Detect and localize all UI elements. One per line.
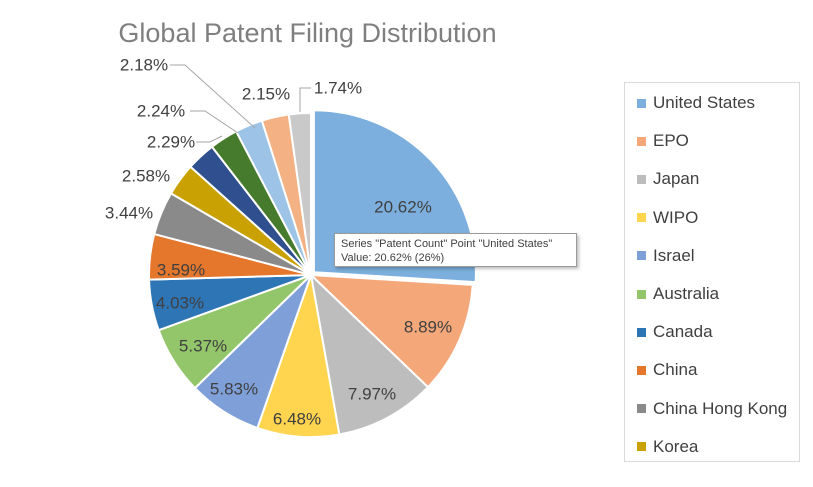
- tooltip-series-line: Series "Patent Count" Point "United Stat…: [341, 238, 553, 250]
- pie-slice-item-14[interactable]: [287, 111, 312, 276]
- data-label: 4.03%: [156, 294, 204, 313]
- legend-swatch: [637, 136, 646, 146]
- data-label: 20.62%: [374, 198, 432, 217]
- legend-label: EPO: [653, 131, 689, 151]
- legend-label: WIPO: [653, 207, 699, 227]
- legend-label: Israel: [653, 245, 695, 265]
- legend-label: Korea: [653, 436, 699, 456]
- leader-line: [190, 110, 239, 134]
- legend-item[interactable]: China Hong Kong: [637, 398, 787, 420]
- legend-label: United States: [653, 93, 756, 112]
- data-label: 1.74%: [314, 79, 362, 98]
- legend-swatch: [637, 251, 646, 261]
- data-label: 7.97%: [348, 385, 396, 404]
- legend-label: China: [653, 360, 698, 380]
- legend-swatch: [637, 289, 646, 299]
- data-label: 2.15%: [242, 85, 290, 104]
- tooltip-value-line: Value: 20.62% (26%): [341, 252, 445, 264]
- data-label: 2.29%: [147, 133, 195, 152]
- legend-item[interactable]: Australia: [637, 283, 719, 305]
- legend-item[interactable]: United States: [637, 92, 755, 114]
- legend-swatch: [637, 442, 646, 452]
- legend-swatch: [637, 174, 646, 184]
- data-point-tooltip: Series "Patent Count" Point "United Stat…: [334, 233, 577, 267]
- legend-swatch: [637, 404, 646, 414]
- data-label: 6.48%: [273, 410, 321, 429]
- legend-label: China Hong Kong: [653, 398, 788, 418]
- legend-item[interactable]: Japan: [637, 168, 699, 190]
- data-label: 3.59%: [157, 261, 205, 280]
- leader-line: [299, 87, 311, 112]
- chart-title: Global Patent Filing Distribution: [118, 18, 497, 48]
- data-label: 5.37%: [179, 337, 227, 356]
- legend-swatch: [637, 213, 646, 223]
- data-label: 2.24%: [137, 102, 185, 121]
- leader-line: [170, 64, 256, 129]
- data-label: 8.89%: [404, 318, 452, 337]
- legend-item[interactable]: EPO: [637, 130, 689, 152]
- legend-item[interactable]: WIPO: [637, 207, 698, 229]
- legend-label: Australia: [653, 284, 720, 303]
- legend-item[interactable]: Israel: [637, 245, 695, 267]
- legend-swatch: [637, 98, 646, 108]
- legend-swatch: [637, 365, 646, 375]
- data-label: 3.44%: [105, 204, 153, 223]
- legend-label: Japan: [653, 169, 700, 189]
- legend-item[interactable]: Korea: [637, 436, 698, 458]
- legend-swatch: [637, 327, 646, 337]
- data-label: 2.18%: [120, 56, 168, 75]
- leader-line: [196, 135, 223, 143]
- pie-slice-epo[interactable]: [308, 273, 474, 389]
- legend-item[interactable]: China: [637, 359, 697, 381]
- pie-slice-japan[interactable]: [309, 272, 430, 436]
- legend[interactable]: United States EPO Japan WIPO Israel Australia…: [624, 82, 800, 462]
- data-label: 2.58%: [122, 167, 170, 186]
- legend-label: Canada: [653, 322, 713, 342]
- data-label: 5.83%: [210, 380, 258, 399]
- legend-item[interactable]: Canada: [637, 321, 713, 343]
